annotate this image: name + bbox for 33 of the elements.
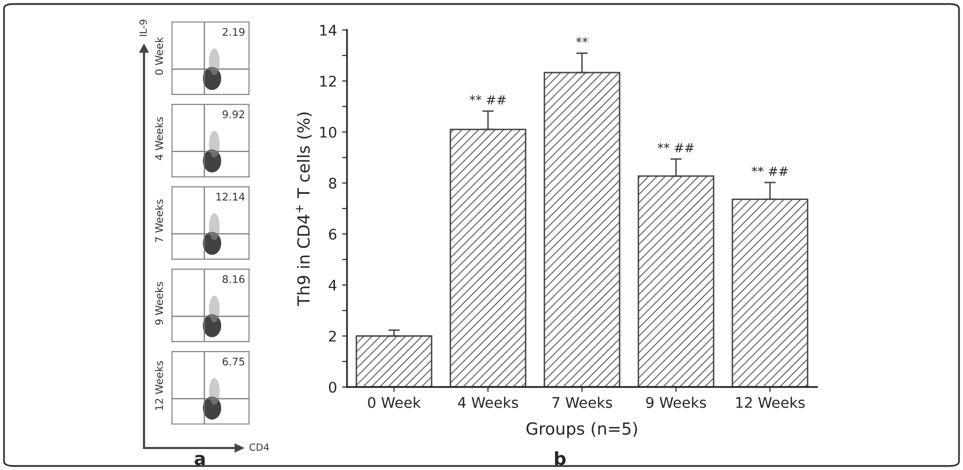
data-label: 8.16 bbox=[222, 275, 244, 284]
annotation: ** ## bbox=[658, 142, 694, 152]
text: CD4 bbox=[250, 443, 269, 451]
x-tick-label: 7 Weeks bbox=[552, 396, 612, 408]
category-label: 7 Weeks bbox=[154, 200, 164, 242]
annotation: ** ## bbox=[470, 95, 506, 104]
y-tick-label: 12 bbox=[320, 76, 336, 87]
x-axis-title: Groups (n=5) bbox=[526, 422, 637, 438]
y-tick-label: 14 bbox=[320, 24, 336, 36]
category-label: 0 Week bbox=[154, 36, 164, 75]
x-tick-label: 4 Weeks bbox=[458, 396, 518, 408]
y-tick-label: 6 bbox=[329, 228, 336, 240]
y-tick-label: 10 bbox=[320, 126, 336, 138]
data-label: 2.19 bbox=[222, 28, 244, 36]
annotation: ** bbox=[576, 37, 588, 43]
category-label: 4 Weeks bbox=[154, 117, 164, 160]
y-tick-label: 8 bbox=[328, 178, 336, 189]
text: a bbox=[194, 454, 205, 466]
y-tick-label: 0 bbox=[328, 382, 336, 393]
text: IL-9 bbox=[139, 20, 147, 36]
bar bbox=[356, 335, 432, 387]
x-tick-label: 12 Weeks bbox=[736, 396, 805, 408]
category-label: 9 Weeks bbox=[154, 282, 164, 325]
y-tick-label: 2 bbox=[329, 330, 336, 342]
text: b bbox=[555, 451, 566, 466]
y-axis-title: Th9 in CD4$^{+}$ T cells (%) bbox=[296, 112, 312, 306]
data-label: 9.92 bbox=[222, 110, 244, 118]
data-label: 6.75 bbox=[222, 358, 244, 366]
y-tick-label: 4 bbox=[328, 280, 336, 291]
annotation: ** ## bbox=[752, 166, 788, 176]
x-tick-label: 0 Week bbox=[368, 396, 421, 408]
x-tick-label: 9 Weeks bbox=[646, 396, 706, 408]
data-label: 12.14 bbox=[216, 192, 245, 201]
